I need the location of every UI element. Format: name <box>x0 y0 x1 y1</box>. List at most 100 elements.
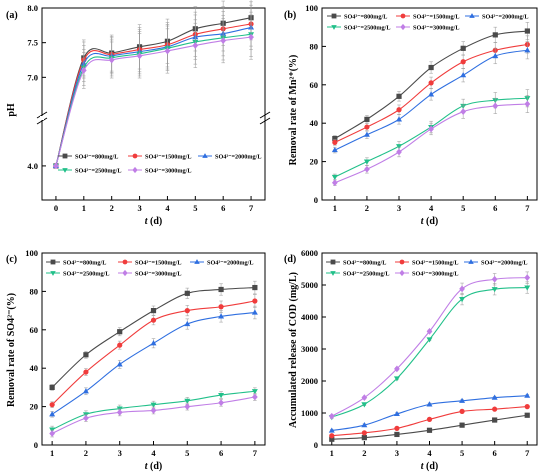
data-point <box>331 179 338 187</box>
data-point <box>83 352 89 358</box>
data-point <box>394 431 400 438</box>
y-tick-label: 6000 <box>301 248 318 258</box>
y-tick-label: 7.5 <box>27 38 38 48</box>
data-point <box>426 337 433 343</box>
data-point <box>524 100 531 108</box>
x-tick-label: 1 <box>82 203 86 213</box>
x-tick-label: 5 <box>193 203 197 213</box>
data-point <box>82 388 89 394</box>
y-tick-label: 80 <box>310 41 319 51</box>
data-point <box>136 52 143 60</box>
data-point <box>252 393 258 401</box>
data-point <box>117 329 123 335</box>
x-axis-label: t (d) <box>421 461 439 472</box>
axis-break-gap <box>40 116 44 120</box>
data-point <box>524 28 530 34</box>
x-tick-label: 6 <box>493 448 497 458</box>
data-point <box>49 430 55 437</box>
y-tick-label: 40 <box>30 363 39 373</box>
data-point <box>251 309 258 315</box>
axis-break-mark <box>259 117 271 125</box>
panel-label: (b) <box>284 10 296 21</box>
x-tick-label: 2 <box>84 448 88 458</box>
data-point <box>328 412 335 420</box>
y-tick-label: 100 <box>305 3 318 13</box>
data-point <box>49 384 55 390</box>
data-point <box>328 427 335 433</box>
x-tick-label: 6 <box>219 448 223 458</box>
legend-entry: SO4²⁻=2500mg/L <box>75 168 121 175</box>
data-point <box>394 365 400 373</box>
legend-marker <box>331 13 337 19</box>
x-tick-label: 4 <box>427 448 432 458</box>
y-tick-label: 60 <box>30 325 39 335</box>
x-tick-label: 7 <box>525 203 530 213</box>
legend-marker <box>469 13 475 18</box>
data-point <box>150 340 157 346</box>
data-point <box>192 42 199 49</box>
legend-entry: SO4²⁻=3000mg/L <box>145 168 191 175</box>
series-line <box>55 33 252 167</box>
data-point <box>491 287 498 293</box>
data-point <box>184 403 191 410</box>
y-tick-label: 1000 <box>301 408 318 418</box>
data-point <box>393 376 400 382</box>
data-point <box>459 408 465 414</box>
x-tick-label: 4 <box>429 203 434 213</box>
data-point <box>524 47 531 53</box>
y-tick-label: 5000 <box>301 280 318 290</box>
x-tick-label: 3 <box>137 203 141 213</box>
x-tick-label: 2 <box>110 203 114 213</box>
data-point <box>492 406 498 412</box>
data-point <box>218 393 225 399</box>
legend-marker <box>468 259 474 264</box>
series-line <box>331 395 528 432</box>
legend-entry: SO4²⁻=2000mg/L <box>215 154 261 161</box>
data-point <box>364 124 370 130</box>
data-point <box>49 402 55 408</box>
data-point <box>83 414 89 422</box>
data-point <box>220 37 227 44</box>
data-point <box>396 107 402 113</box>
x-tick-label: 3 <box>118 448 122 458</box>
x-tick-label: 5 <box>185 448 189 458</box>
legend-entry: SO4²⁻=1500mg/L <box>413 14 459 21</box>
legend-entry: SO4²⁻=3000mg/L <box>412 271 458 278</box>
axis-break-mark <box>36 111 48 119</box>
data-point <box>218 286 224 293</box>
data-point <box>116 408 123 416</box>
data-point <box>363 159 370 165</box>
data-point <box>108 56 115 64</box>
panel-a: 7.0 7.5 8.0 4.0 0 1 2 3 4 5 6 7 (a) pH t (d) SO4²⁻=800m… <box>6 0 271 227</box>
legend-marker <box>194 259 200 264</box>
legend-entry: SO4²⁻=800mg/L <box>75 154 118 161</box>
y-axis-label: pH <box>6 103 17 117</box>
data-point <box>396 144 403 150</box>
data-point <box>218 399 224 407</box>
legend-marker <box>122 269 128 277</box>
series-line <box>334 103 528 184</box>
x-tick-label: 7 <box>525 448 530 458</box>
data-point <box>53 162 59 170</box>
y-tick-label: 0 <box>34 440 38 450</box>
x-tick-label: 0 <box>54 203 58 213</box>
data-point <box>361 435 367 441</box>
data-point <box>426 416 433 422</box>
data-point <box>164 47 171 55</box>
legend-marker <box>132 153 138 159</box>
legend-entry: SO4²⁻=2500mg/L <box>344 25 390 32</box>
legend-marker <box>330 259 336 265</box>
data-point <box>524 404 530 410</box>
data-point <box>524 392 531 398</box>
data-point <box>331 174 338 181</box>
data-point <box>252 284 258 291</box>
legend-entry: SO4²⁻=800mg/L <box>343 260 386 267</box>
data-point <box>361 430 367 436</box>
x-tick-label: 4 <box>151 448 156 458</box>
series-line <box>51 311 255 415</box>
data-point <box>251 389 258 395</box>
data-point <box>460 72 467 78</box>
y-tick-label: 0 <box>314 440 318 450</box>
plot-frame <box>321 7 538 201</box>
